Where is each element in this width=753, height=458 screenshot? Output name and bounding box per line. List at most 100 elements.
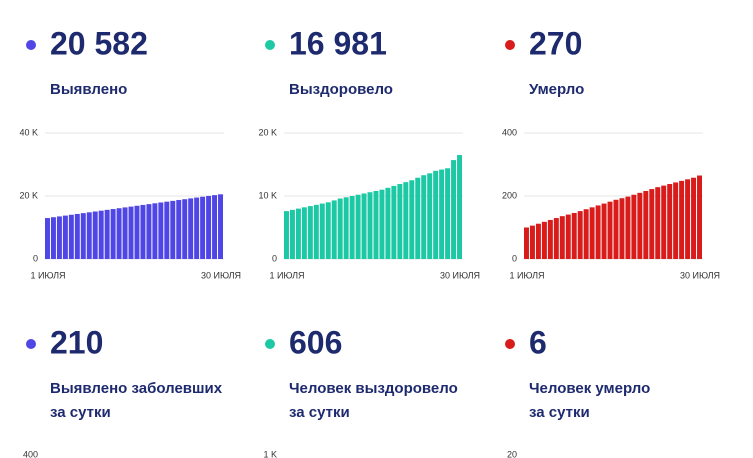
x-tick-label: 1 ИЮЛЯ xyxy=(269,270,304,280)
bar xyxy=(355,194,361,259)
bar xyxy=(301,207,307,259)
bar xyxy=(601,203,607,259)
bar xyxy=(104,209,110,259)
bar xyxy=(68,214,74,259)
bar xyxy=(667,184,673,259)
bar xyxy=(649,189,655,259)
status-dot xyxy=(265,40,275,50)
y-tick-label: 400 xyxy=(23,449,38,458)
bar xyxy=(415,177,421,259)
bar xyxy=(176,200,182,259)
bar xyxy=(373,190,379,259)
y-tick-label: 40 K xyxy=(19,127,38,137)
bar xyxy=(206,195,212,259)
y-tick-label: 0 xyxy=(512,253,517,263)
stat-value: 20 582 xyxy=(50,25,148,61)
bar xyxy=(110,209,116,259)
stat-label: Человек умерло xyxy=(529,380,650,397)
bar xyxy=(661,185,667,259)
stat-label: Умерло xyxy=(529,81,584,98)
bar xyxy=(619,198,625,259)
y-tick-label: 10 K xyxy=(258,190,277,200)
bar xyxy=(188,198,194,259)
bar xyxy=(583,209,589,259)
bar xyxy=(218,194,223,259)
bar xyxy=(529,225,535,259)
bar xyxy=(367,192,373,259)
stat-label: за сутки xyxy=(529,404,590,421)
bar xyxy=(655,187,661,259)
bar xyxy=(122,207,128,259)
bar xyxy=(391,185,397,259)
bar xyxy=(643,190,649,259)
bar xyxy=(691,177,697,259)
stat-label: Выздоровело xyxy=(289,81,393,98)
bar xyxy=(295,208,301,259)
bar xyxy=(631,194,637,259)
status-dot xyxy=(26,339,36,349)
bar xyxy=(170,200,176,259)
bar xyxy=(62,215,68,259)
bar xyxy=(403,182,409,259)
bar xyxy=(385,187,391,259)
bar xyxy=(535,223,541,259)
bar xyxy=(319,203,325,259)
bar xyxy=(343,197,349,259)
bar xyxy=(313,204,319,259)
bar xyxy=(409,180,415,259)
bar xyxy=(457,155,462,259)
stat-label: Выявлено заболевших xyxy=(50,380,223,397)
y-tick-label: 0 xyxy=(33,253,38,263)
bar xyxy=(524,227,529,259)
bar xyxy=(98,210,104,259)
bar xyxy=(50,217,56,259)
y-tick-label: 20 K xyxy=(258,127,277,137)
bar xyxy=(45,218,50,259)
stat-value: 270 xyxy=(529,25,582,61)
y-tick-label: 400 xyxy=(502,127,517,137)
bar xyxy=(679,180,685,259)
bar xyxy=(337,198,343,259)
bar xyxy=(128,206,134,259)
bar xyxy=(607,201,613,259)
bar xyxy=(553,218,559,259)
stat-label: Человек выздоровело xyxy=(289,380,458,397)
x-tick-label: 1 ИЮЛЯ xyxy=(30,270,65,280)
bar xyxy=(92,211,98,259)
bar xyxy=(685,179,691,259)
bar xyxy=(80,213,86,259)
status-dot xyxy=(26,40,36,50)
stat-value: 16 981 xyxy=(289,25,387,61)
bar xyxy=(541,221,547,259)
x-tick-label: 30 ИЮЛЯ xyxy=(440,270,480,280)
bar xyxy=(212,195,218,259)
bar xyxy=(559,216,565,259)
bar xyxy=(140,204,146,259)
bar xyxy=(433,170,439,259)
bar xyxy=(146,204,152,259)
bar xyxy=(164,201,170,259)
bar xyxy=(637,192,643,259)
stat-label: Выявлено xyxy=(50,81,127,98)
bar xyxy=(427,173,433,259)
status-dot xyxy=(505,40,515,50)
bar xyxy=(565,214,571,259)
bar xyxy=(289,209,295,259)
bar xyxy=(284,211,289,259)
status-dot xyxy=(505,339,515,349)
bar xyxy=(595,205,601,259)
bar xyxy=(577,211,583,259)
stat-value: 606 xyxy=(289,324,342,360)
x-tick-label: 30 ИЮЛЯ xyxy=(201,270,241,280)
bar xyxy=(547,219,553,259)
bar xyxy=(571,213,577,259)
bar xyxy=(200,196,206,259)
bar xyxy=(451,160,457,259)
bar xyxy=(86,212,92,259)
status-dot xyxy=(265,339,275,349)
stat-label: за сутки xyxy=(289,404,350,421)
bar xyxy=(325,202,331,259)
bar xyxy=(379,189,385,259)
bar xyxy=(421,175,427,259)
